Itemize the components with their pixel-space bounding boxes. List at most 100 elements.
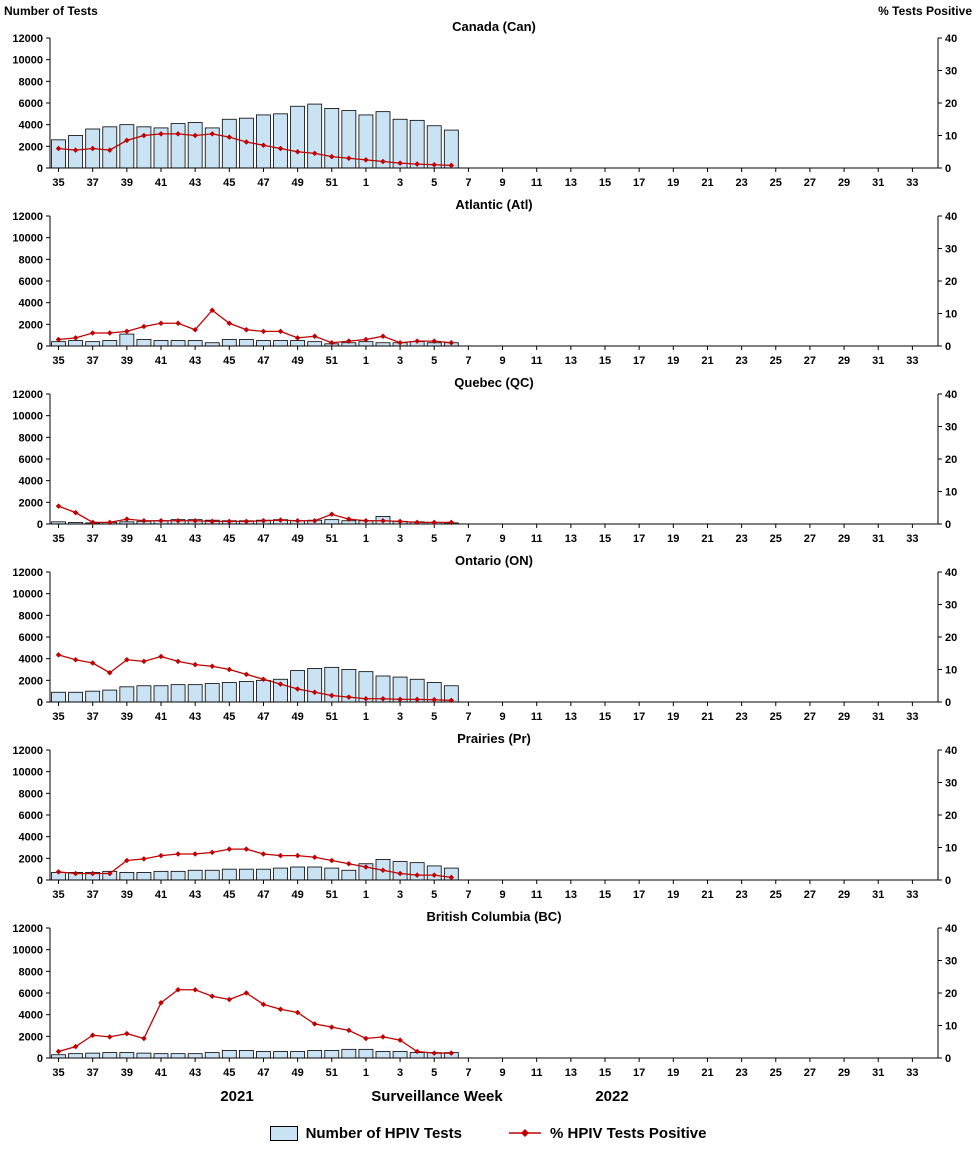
svg-text:41: 41	[155, 533, 167, 545]
svg-text:8000: 8000	[19, 254, 43, 266]
svg-text:7: 7	[465, 889, 471, 901]
pct-marker-icon	[192, 661, 198, 668]
svg-text:0: 0	[37, 1053, 43, 1065]
pct-marker-icon	[226, 134, 233, 140]
svg-text:21: 21	[701, 711, 713, 723]
pct-marker-icon	[175, 851, 181, 857]
svg-text:13: 13	[565, 711, 577, 723]
test-bar	[119, 124, 135, 169]
pct-marker-icon	[328, 857, 335, 864]
svg-text:5: 5	[431, 177, 437, 189]
test-bar	[136, 685, 152, 703]
svg-text:27: 27	[804, 889, 816, 901]
svg-text:3: 3	[397, 177, 403, 189]
test-bar	[221, 868, 237, 881]
svg-text:17: 17	[633, 711, 645, 723]
svg-text:31: 31	[872, 177, 884, 189]
pct-marker-icon	[328, 511, 335, 518]
test-bar	[170, 340, 186, 347]
svg-text:33: 33	[906, 355, 918, 367]
left-axis: 0 2000 4000 6000 8000 10000 12000	[12, 211, 50, 353]
svg-text:19: 19	[667, 711, 679, 723]
pct-marker-icon	[346, 155, 352, 162]
axis-frame	[49, 928, 939, 1059]
svg-text:29: 29	[838, 355, 850, 367]
pct-marker-icon	[311, 1021, 318, 1027]
test-bar	[136, 872, 152, 881]
test-bar	[307, 668, 323, 703]
x-axis-caption-row: 2021 Surveillance Week 2022	[0, 1086, 976, 1114]
svg-text:10000: 10000	[12, 589, 43, 601]
svg-text:12000: 12000	[12, 389, 43, 401]
chart-panel-atlantic-atl-: Atlantic (Atl)02000400060008000100001200…	[12, 197, 957, 367]
svg-text:15: 15	[599, 889, 611, 901]
pct-marker-icon	[243, 846, 250, 852]
test-bar	[238, 868, 254, 881]
svg-text:21: 21	[701, 1067, 713, 1079]
x-axis-labels: 35 37 39 41 43 45 47 49 51 1 3 5 7 9 11 13 15 17 19 21 23 25 2…	[52, 346, 919, 367]
svg-text:0: 0	[37, 875, 43, 887]
svg-text:15: 15	[599, 177, 611, 189]
right-axis: 0 10 20 30 40	[938, 33, 957, 175]
panel-title: Ontario (ON)	[455, 553, 533, 568]
svg-text:45: 45	[223, 355, 235, 367]
chart-panel-prairies-pr-: Prairies (Pr)020004000600080001000012000…	[12, 731, 957, 901]
svg-text:33: 33	[906, 889, 918, 901]
svg-text:43: 43	[189, 533, 201, 545]
svg-text:7: 7	[465, 355, 471, 367]
svg-text:40: 40	[945, 923, 957, 935]
svg-text:3: 3	[397, 533, 403, 545]
pct-marker-icon	[158, 653, 164, 660]
svg-text:33: 33	[906, 533, 918, 545]
axis-frame	[49, 394, 939, 525]
left-axis: 0 2000 4000 6000 8000 10000 12000	[12, 567, 50, 709]
svg-text:7: 7	[465, 177, 471, 189]
svg-text:17: 17	[633, 533, 645, 545]
svg-text:41: 41	[155, 711, 167, 723]
svg-text:47: 47	[257, 711, 269, 723]
pct-marker-icon	[209, 131, 216, 137]
tests-bars	[51, 1048, 459, 1059]
svg-text:45: 45	[223, 1067, 235, 1079]
svg-text:17: 17	[633, 355, 645, 367]
test-bar	[290, 866, 306, 881]
svg-text:1: 1	[363, 355, 369, 367]
legend-tests-label: Number of HPIV Tests	[305, 1124, 462, 1142]
pct-marker-icon	[72, 1043, 79, 1050]
pct-marker-icon	[311, 854, 318, 861]
svg-text:33: 33	[906, 711, 918, 723]
pct-marker-icon	[175, 658, 181, 665]
svg-text:15: 15	[599, 711, 611, 723]
test-bar	[256, 340, 271, 347]
pct-marker-icon	[106, 1034, 113, 1040]
pct-marker-icon	[431, 696, 438, 703]
svg-text:39: 39	[121, 1067, 133, 1079]
svg-text:10: 10	[945, 309, 957, 321]
svg-text:19: 19	[667, 889, 679, 901]
svg-text:30: 30	[945, 956, 957, 968]
pct-marker-icon	[226, 666, 233, 673]
tests-bars	[51, 333, 459, 347]
pct-marker-icon	[380, 158, 386, 165]
svg-text:20: 20	[945, 454, 957, 466]
pct-marker-icon	[124, 1030, 130, 1037]
svg-text:8000: 8000	[19, 76, 43, 88]
pct-marker-icon	[141, 132, 147, 139]
pct-marker-icon	[431, 161, 438, 168]
svg-text:35: 35	[52, 711, 64, 723]
pct-marker-icon	[243, 671, 250, 678]
svg-text:40: 40	[945, 33, 957, 45]
svg-text:35: 35	[52, 889, 64, 901]
svg-text:13: 13	[565, 355, 577, 367]
pct-marker-icon	[294, 335, 301, 341]
pct-marker-icon	[397, 696, 403, 703]
svg-text:30: 30	[945, 422, 957, 434]
svg-text:29: 29	[838, 1067, 850, 1079]
svg-text:41: 41	[155, 355, 167, 367]
pct-marker-icon	[209, 663, 216, 670]
test-bar	[409, 119, 425, 169]
tests-bars	[51, 666, 459, 703]
svg-text:19: 19	[667, 355, 679, 367]
svg-text:15: 15	[599, 1067, 611, 1079]
svg-text:0: 0	[37, 697, 43, 709]
